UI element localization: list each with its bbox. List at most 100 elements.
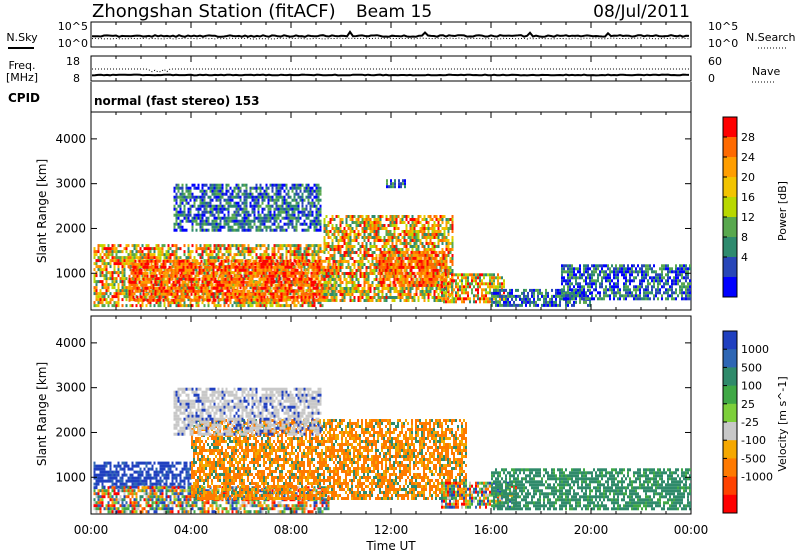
heatmap-cell-1 (260, 268, 263, 272)
heatmap-cell-1 (180, 277, 183, 281)
heatmap-cell-2 (341, 299, 344, 302)
heatmap-cell-2 (415, 233, 418, 236)
heatmap-cell-3 (444, 253, 447, 257)
heatmap-cell-0 (247, 274, 250, 278)
heatmap-cell-2 (429, 290, 432, 293)
heatmap-cell-1 (160, 295, 163, 299)
heatmap-cell-1 (254, 274, 257, 278)
heatmap-cell-2 (335, 299, 338, 302)
heatmap-cell-4 (475, 279, 477, 283)
heatmap-cell-1 (196, 265, 199, 269)
heatmap-cell-2 (417, 236, 420, 239)
heatmap-cell-0 (141, 250, 144, 254)
heatmap-cell-2 (377, 296, 380, 299)
heatmap-cell-1 (204, 265, 207, 269)
heatmap-cell-1 (260, 292, 263, 296)
heatmap-cell-5 (495, 300, 497, 304)
heatmap-cell-0 (255, 256, 258, 260)
heatmap-cell-0 (111, 259, 114, 263)
heatmap-cell-1 (312, 295, 315, 299)
heatmap-cell-2 (373, 230, 376, 233)
heatmap-cell-2 (397, 239, 400, 242)
heatmap-cell-2 (359, 299, 362, 302)
heatmap-cell-0 (305, 250, 308, 254)
heatmap-cell-2 (329, 236, 332, 239)
heatmap-cell-3 (378, 259, 381, 263)
heatmap-cell-1 (258, 286, 261, 290)
heatmap-cell-3 (432, 256, 435, 260)
heatmap-cell-1 (298, 286, 301, 290)
heatmap-cell-0 (199, 253, 202, 257)
heatmap-cell-0 (273, 247, 276, 251)
heatmap-cell-2 (367, 248, 370, 251)
heatmap-cell-0 (171, 301, 174, 305)
heatmap-cell-3 (400, 271, 403, 275)
heatmap-cell-0 (95, 286, 98, 290)
heatmap-cell-6 (595, 294, 597, 298)
heatmap-cell-2 (395, 245, 398, 248)
heatmap-cell-6 (567, 294, 569, 298)
heatmap-cell-3 (388, 259, 391, 263)
heatmap-cell-1 (312, 262, 315, 266)
heatmap-cell-1 (284, 271, 287, 275)
heatmap-cell-2 (377, 284, 380, 287)
heatmap-cell-2 (347, 254, 350, 257)
heatmap-cell-2 (353, 245, 356, 248)
heatmap-cell-5 (559, 291, 561, 295)
heatmap-cell-2 (447, 230, 450, 233)
heatmap-cell-2 (359, 248, 362, 251)
heatmap-cell-0 (121, 283, 124, 287)
heatmap-cell-0 (235, 304, 238, 308)
heatmap-cell-2 (329, 263, 332, 266)
heatmap-cell-4 (465, 273, 467, 277)
heatmap-cell-0 (293, 304, 296, 308)
heatmap-cell-0 (117, 286, 120, 290)
heatmap-cell-1 (214, 283, 217, 287)
heatmap-cell-1 (154, 289, 157, 293)
heatmap-cell-0 (211, 301, 214, 305)
heatmap-cell-1 (268, 259, 271, 263)
heatmap-cell-1 (136, 289, 139, 293)
heatmap-cell-0 (163, 244, 166, 248)
heatmap-cell-0 (103, 292, 106, 296)
heatmap-cell-4 (467, 282, 469, 286)
heatmap-cell-1 (144, 280, 147, 284)
heatmap-cell-3 (426, 256, 429, 260)
heatmap-cell-5 (565, 303, 567, 307)
heatmap-cell-1 (264, 271, 267, 275)
heatmap-cell-1 (210, 262, 213, 266)
heatmap-cell-1 (192, 286, 195, 290)
heatmap-cell-0 (147, 244, 150, 248)
heatmap-cell-1 (234, 268, 237, 272)
heatmap-cell-2 (333, 260, 336, 263)
heatmap-cell-0 (275, 301, 278, 305)
heatmap-cell-0 (253, 301, 256, 305)
heatmap-cell-6 (573, 294, 575, 298)
heatmap-cell-1 (260, 277, 263, 281)
heatmap-cell-4 (463, 285, 465, 289)
heatmap-cell-6 (567, 297, 569, 301)
heatmap-cell-2 (383, 296, 386, 299)
heatmap-cell-1 (174, 271, 177, 275)
heatmap-cell-2 (371, 260, 374, 263)
heatmap-cell-0 (105, 256, 108, 260)
heatmap-cell-4 (477, 273, 479, 277)
heatmap-cell-0 (243, 247, 246, 251)
heatmap-cell-1 (248, 271, 251, 275)
heatmap-cell-2 (327, 266, 330, 269)
heatmap-cell-0 (223, 304, 226, 308)
heatmap-cell-2 (407, 233, 410, 236)
heatmap-cell-1 (294, 274, 297, 278)
heatmap-cell-1 (240, 268, 243, 272)
heatmap-cell-5 (589, 288, 591, 292)
heatmap-cell-2 (339, 293, 342, 296)
heatmap-cell-3 (438, 250, 441, 254)
heatmap-cell-1 (316, 259, 319, 263)
heatmap-cell-1 (128, 277, 131, 281)
heatmap-cell-2 (441, 227, 444, 230)
heatmap-cell-1 (156, 262, 159, 266)
heatmap-cell-2 (407, 290, 410, 293)
heatmap-cell-1 (138, 280, 141, 284)
heatmap-cell-1 (168, 265, 171, 269)
heatmap-cell-2 (333, 266, 336, 269)
